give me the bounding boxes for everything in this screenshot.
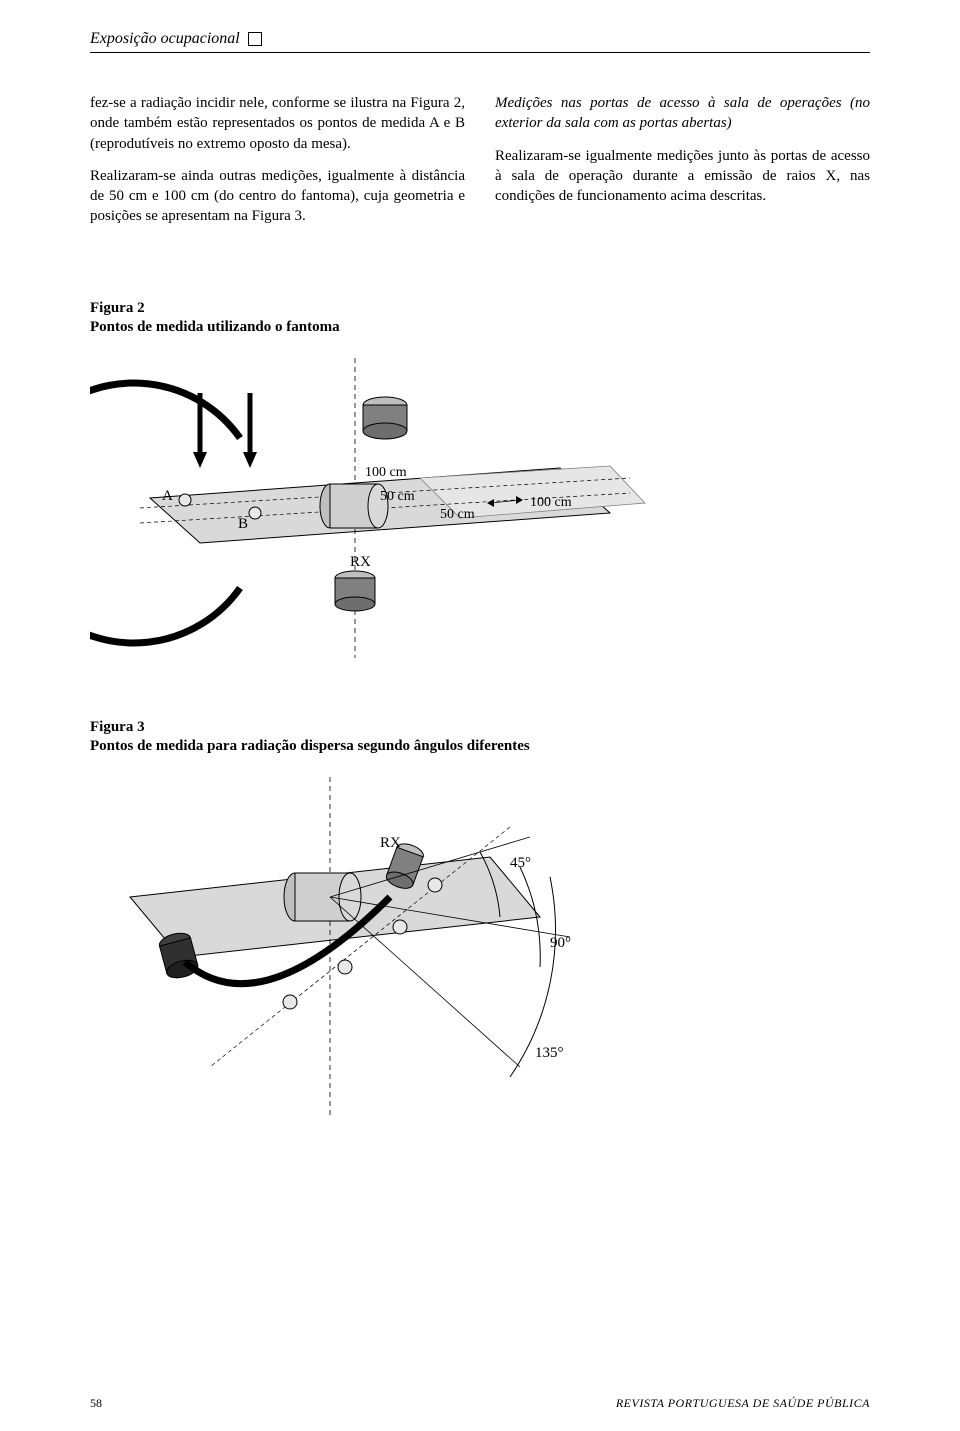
page-footer: 58 REVISTA PORTUGUESA DE SAÚDE PÚBLICA: [0, 1396, 960, 1411]
figure-2-block: Figura 2 Pontos de medida utilizando o f…: [90, 299, 870, 668]
figure-2-diagram: A B 100 cm 50 cm 50 cm 100 cm RX: [90, 348, 650, 668]
figure-2-label-line2: Pontos de medida utilizando o fantoma: [90, 319, 340, 335]
fig3-45: 45°: [510, 855, 531, 871]
journal-name: REVISTA PORTUGUESA DE SAÚDE PÚBLICA: [616, 1396, 870, 1411]
fig3-135: 135°: [535, 1045, 564, 1061]
left-p2: Realizaram-se ainda outras medições, igu…: [90, 166, 465, 227]
fig2-rx-label: RX: [350, 554, 371, 570]
figure-3-diagram: RX 45° 90° 135°: [90, 767, 650, 1127]
right-column: Medições nas portas de acesso à sala de …: [495, 93, 870, 239]
header-box-icon: [248, 32, 262, 46]
figure-3-label: Figura 3 Pontos de medida para radiação …: [90, 718, 870, 757]
left-column: fez-se a radiação incidir nele, conforme…: [90, 93, 465, 239]
fig2-label-A: A: [162, 488, 173, 504]
fig3-rx-label: RX: [380, 835, 401, 851]
figure-2-label: Figura 2 Pontos de medida utilizando o f…: [90, 299, 870, 338]
running-header: Exposição ocupacional: [90, 30, 870, 48]
right-subhead: Medições nas portas de acesso à sala de …: [495, 93, 870, 134]
fig2-100cm-left: 100 cm: [365, 465, 407, 480]
fig2-100cm-right: 100 cm: [530, 495, 572, 510]
right-p1: Realizaram-se igualmente medições junto …: [495, 146, 870, 207]
header-rule: [90, 52, 870, 53]
figure-2-label-line1: Figura 2: [90, 300, 145, 316]
body-columns: fez-se a radiação incidir nele, conforme…: [90, 93, 870, 239]
figure-3-label-line1: Figura 3: [90, 719, 145, 735]
fig2-50cm-left: 50 cm: [380, 489, 415, 504]
fig2-50cm-right: 50 cm: [440, 507, 475, 522]
left-p1: fez-se a radiação incidir nele, conforme…: [90, 93, 465, 154]
figure-3-block: Figura 3 Pontos de medida para radiação …: [90, 718, 870, 1127]
section-title: Exposição ocupacional: [90, 30, 240, 48]
page-number: 58: [90, 1396, 102, 1411]
figure-3-label-line2: Pontos de medida para radiação dispersa …: [90, 738, 530, 754]
fig2-label-B: B: [238, 516, 248, 532]
fig3-90: 90°: [550, 935, 571, 951]
